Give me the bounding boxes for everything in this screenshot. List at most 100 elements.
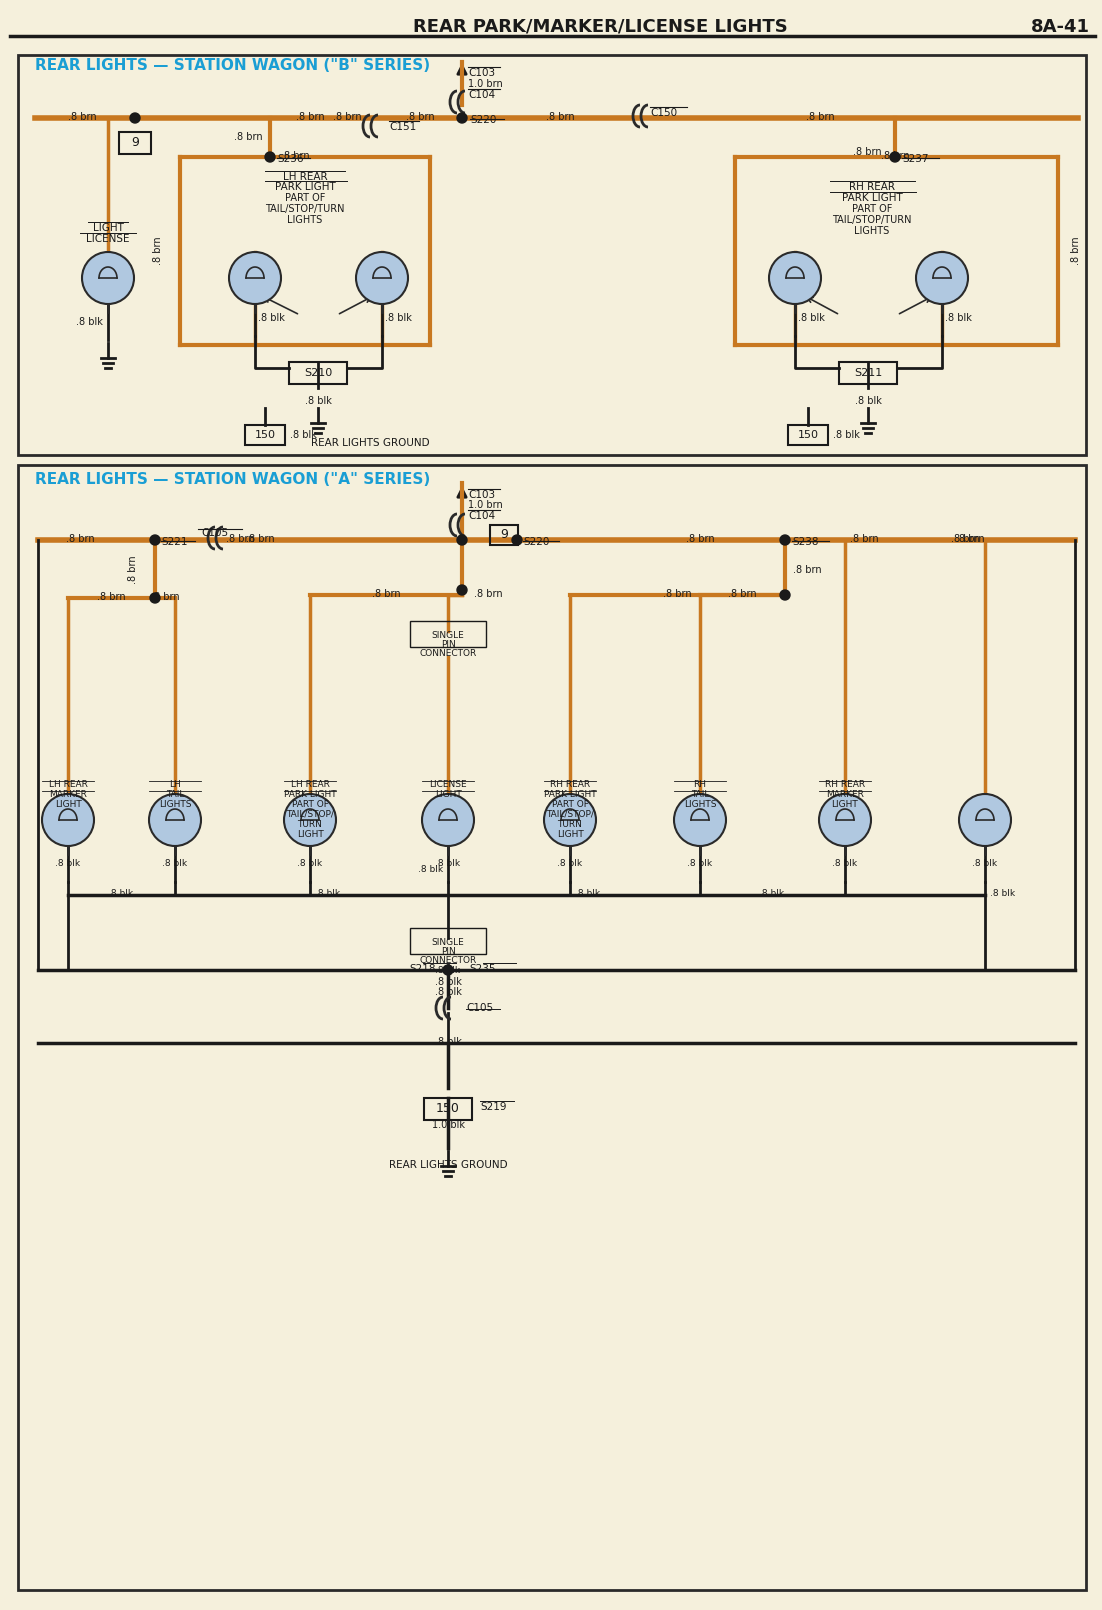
Text: .8 blk: .8 blk [972, 860, 997, 868]
Text: 150: 150 [798, 430, 819, 440]
Circle shape [42, 794, 94, 845]
Text: TAIL/STOP/: TAIL/STOP/ [547, 810, 594, 819]
Bar [424, 1098, 472, 1121]
Circle shape [422, 794, 474, 845]
Bar [18, 465, 1085, 1591]
Text: .8 blk: .8 blk [434, 1037, 462, 1046]
Text: C105: C105 [466, 1003, 493, 1013]
Text: C150: C150 [650, 108, 677, 118]
Text: LH REAR: LH REAR [291, 779, 329, 789]
Text: .8 blk: .8 blk [304, 396, 332, 406]
Text: C151: C151 [389, 122, 417, 132]
Text: S237: S237 [903, 155, 929, 164]
Text: .8 blk: .8 blk [434, 987, 462, 997]
Bar [119, 132, 151, 155]
Text: .8 brn: .8 brn [850, 535, 878, 544]
Text: CONNECTOR: CONNECTOR [420, 649, 477, 658]
Text: S221: S221 [161, 538, 187, 547]
Circle shape [544, 794, 596, 845]
Text: MARKER: MARKER [826, 791, 864, 799]
Text: 1.0 blk: 1.0 blk [432, 1121, 465, 1130]
Text: TAIL/STOP/TURN: TAIL/STOP/TURN [266, 204, 345, 214]
Text: .8 brn: .8 brn [853, 147, 882, 158]
Text: REAR LIGHTS GROUND: REAR LIGHTS GROUND [389, 1159, 507, 1170]
Circle shape [819, 794, 871, 845]
Text: S235: S235 [469, 964, 496, 974]
Text: PART OF: PART OF [292, 800, 328, 808]
Text: .8 brn: .8 brn [880, 151, 909, 161]
Circle shape [512, 535, 522, 546]
Text: 8A-41: 8A-41 [1030, 18, 1090, 35]
Text: .8 brn: .8 brn [295, 113, 324, 122]
Text: .8 brn: .8 brn [951, 535, 980, 544]
Text: TAIL/STOP/TURN: TAIL/STOP/TURN [832, 216, 911, 225]
Text: .8 blk: .8 blk [435, 860, 461, 868]
Text: C104: C104 [468, 510, 495, 522]
Text: .8 brn: .8 brn [806, 113, 834, 122]
Text: .8 blk: .8 blk [575, 889, 601, 898]
Text: PARK LIGHT: PARK LIGHT [274, 182, 335, 192]
Text: MARKER: MARKER [50, 791, 87, 799]
Text: .8 blk: .8 blk [759, 889, 785, 898]
Text: .8 brn: .8 brn [226, 535, 255, 544]
Circle shape [457, 535, 467, 546]
Text: SINGLE: SINGLE [432, 631, 464, 641]
Text: C105: C105 [202, 528, 228, 538]
Text: LH REAR: LH REAR [283, 172, 327, 182]
Text: .8 brn: .8 brn [128, 555, 138, 584]
Circle shape [130, 113, 140, 122]
Text: .8 blk: .8 blk [832, 860, 857, 868]
Text: LICENSE: LICENSE [86, 233, 130, 245]
Text: .8 blk: .8 blk [798, 312, 825, 324]
Circle shape [264, 151, 276, 163]
Text: REAR LIGHTS GROUND: REAR LIGHTS GROUND [311, 438, 430, 448]
Circle shape [959, 794, 1011, 845]
Text: LIGHT: LIGHT [93, 224, 123, 233]
Text: 1.0 brn: 1.0 brn [468, 501, 503, 510]
Text: S220: S220 [469, 114, 496, 126]
Text: PART OF: PART OF [552, 800, 588, 808]
Text: LIGHT: LIGHT [832, 800, 858, 808]
Text: TAIL/STOP/: TAIL/STOP/ [287, 810, 334, 819]
Text: .8 brn: .8 brn [97, 592, 126, 602]
Text: LIGHT: LIGHT [557, 831, 583, 839]
Circle shape [890, 151, 900, 163]
Circle shape [150, 535, 160, 546]
Text: .8 brn: .8 brn [371, 589, 400, 599]
Text: 150: 150 [436, 1103, 460, 1116]
Bar [490, 525, 518, 546]
Text: LIGHTS: LIGHTS [854, 225, 889, 237]
Text: PART OF: PART OF [852, 204, 893, 214]
Text: .8 blk: .8 blk [298, 860, 323, 868]
Circle shape [457, 113, 467, 122]
Bar [245, 425, 285, 444]
Text: .8 blk: .8 blk [990, 889, 1015, 898]
Text: S220: S220 [523, 538, 550, 547]
Text: .8 blk: .8 blk [290, 430, 317, 440]
Circle shape [769, 253, 821, 304]
Text: S211: S211 [854, 369, 882, 378]
Text: RH REAR: RH REAR [849, 182, 895, 192]
Text: RH REAR: RH REAR [825, 779, 865, 789]
Text: .8 blk: .8 blk [55, 860, 80, 868]
Text: PARK LIGHT: PARK LIGHT [543, 791, 596, 799]
Circle shape [457, 584, 467, 596]
Text: RH REAR: RH REAR [550, 779, 590, 789]
Text: .8 blk: .8 blk [558, 860, 583, 868]
Text: TURN: TURN [558, 819, 583, 829]
Text: S210: S210 [304, 369, 332, 378]
Text: REAR LIGHTS — STATION WAGON ("A" SERIES): REAR LIGHTS — STATION WAGON ("A" SERIES) [35, 472, 430, 486]
Text: LIGHT: LIGHT [296, 831, 323, 839]
Text: .8 brn: .8 brn [234, 132, 262, 142]
Text: .8 blk: .8 blk [108, 889, 133, 898]
Circle shape [780, 589, 790, 601]
Text: .8 blk: .8 blk [418, 866, 443, 874]
Text: C103: C103 [468, 489, 495, 501]
Text: .8 brn: .8 brn [662, 589, 691, 599]
Text: PART OF: PART OF [284, 193, 325, 203]
Bar [410, 927, 486, 955]
Circle shape [149, 794, 201, 845]
Text: .8 brn: .8 brn [66, 535, 95, 544]
Text: LICENSE: LICENSE [429, 779, 467, 789]
Text: PARK LIGHT: PARK LIGHT [842, 193, 903, 203]
